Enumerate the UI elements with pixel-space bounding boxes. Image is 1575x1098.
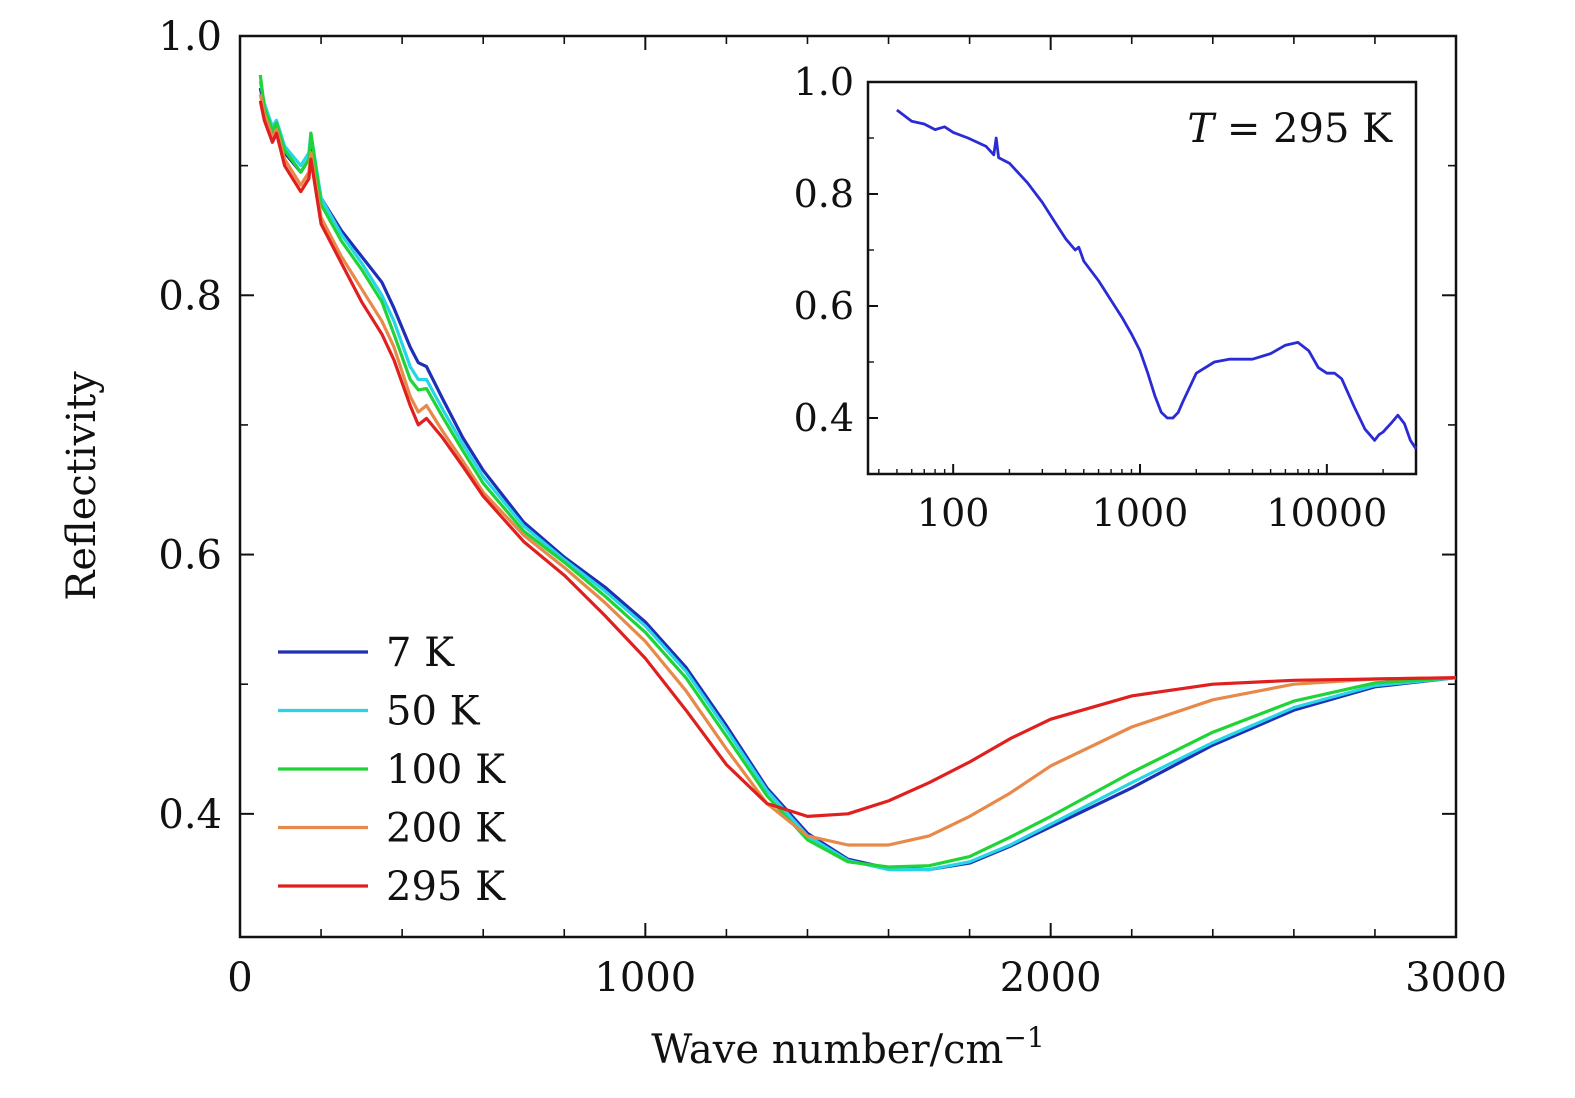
legend-label: 200 K [386,806,506,852]
x-axis-label: Wave number/cm−1 [651,1021,1044,1073]
inset-y-tick-label: 0.4 [794,396,854,440]
y-tick-label: 1.0 [158,14,222,60]
inset-y-tick-label: 0.8 [794,172,854,216]
legend: 7 K 50 K 100 K 200 K 295 K [278,630,506,910]
temperature-symbol: T [1187,106,1217,152]
main-series-group [258,74,1457,872]
inset-x-tick-label: 10000 [1266,491,1387,535]
x-tick-label: 3000 [1405,955,1507,1001]
inset-y-tick-label: 1.0 [794,60,854,104]
x-axis-label-superscript: −1 [1003,1021,1044,1054]
y-tick-label: 0.4 [158,792,222,838]
inset-axis-ticks: 100 1000 10000 0.4 0.6 0.8 1.0 [794,60,1417,535]
legend-label: 50 K [386,689,481,735]
y-tick-label: 0.8 [158,273,222,319]
x-tick-label: 2000 [1000,955,1102,1001]
inset-x-tick-label: 100 [917,491,990,535]
x-axis-label-text: Wave number/cm [651,1027,1003,1073]
x-tick-label: 1000 [594,955,696,1001]
main-plot-frame [238,34,1458,939]
inset-plot: 100 1000 10000 0.4 0.6 0.8 1.0 T = 295 K [794,60,1418,535]
inset-x-tick-label: 1000 [1092,491,1189,535]
inset-series-group [896,108,1418,450]
x-tick-label: 0 [227,955,252,1001]
legend-label: 100 K [386,747,506,793]
main-plot: 0 1000 2000 3000 0.4 0.6 0.8 1.0 7 K 50 K 100 K 20… [59,14,1507,1073]
main-axis-ticks: 0 1000 2000 3000 0.4 0.6 0.8 1.0 [158,14,1507,1001]
y-tick-label: 0.6 [158,533,222,579]
temperature-annotation: T = 295 K [1187,106,1393,152]
series-line-295k [258,100,1457,818]
legend-label: 295 K [386,864,506,910]
inset-plot-frame [866,80,1418,476]
legend-label: 7 K [386,630,455,676]
inset-y-tick-label: 0.6 [794,284,854,328]
temperature-value: = 295 K [1214,106,1393,152]
y-axis-label: Reflectivity [59,371,105,601]
inset-series-line [896,108,1418,450]
